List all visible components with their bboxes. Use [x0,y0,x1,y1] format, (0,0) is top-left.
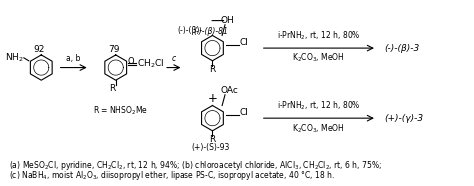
Text: NH$_2$: NH$_2$ [5,52,24,64]
Text: —: — [210,15,224,29]
Text: (+)-(S)-93: (+)-(S)-93 [191,143,230,153]
Text: K$_2$CO$_3$, MeOH: K$_2$CO$_3$, MeOH [292,52,345,65]
Text: c: c [172,54,176,63]
Text: (+)-(γ)-3: (+)-(γ)-3 [384,114,424,123]
Text: 79: 79 [108,45,119,54]
Text: OAc: OAc [220,86,238,95]
Text: OH: OH [220,16,234,25]
Text: (-)-(β)-3: (-)-(β)-3 [384,44,420,53]
Text: a, b: a, b [66,54,81,63]
Text: CH$_2$Cl: CH$_2$Cl [137,57,164,70]
Text: (c) NaBH$_4$, moist Al$_2$O$_3$, diisopropyl ether, lipase PS-C, isopropyl aceta: (c) NaBH$_4$, moist Al$_2$O$_3$, diisopr… [9,169,336,182]
Text: Cl: Cl [239,38,248,47]
Text: R: R [210,65,216,74]
Text: Cl: Cl [239,108,248,117]
Text: (a) MeSO$_2$Cl, pyridine, CH$_2$Cl$_2$, rt, 12 h, 94%; (b) chloroacetyl chloride: (a) MeSO$_2$Cl, pyridine, CH$_2$Cl$_2$, … [9,159,383,172]
Text: (-)-(β)-81: (-)-(β)-81 [193,27,228,36]
Text: (-)-(β)-: (-)-(β)- [178,26,203,35]
Text: O: O [128,57,134,66]
Text: +: + [208,92,218,105]
Text: R = NHSO$_2$Me: R = NHSO$_2$Me [93,105,148,117]
Text: R: R [109,84,115,93]
Text: R: R [210,135,216,144]
Text: 92: 92 [34,45,45,54]
Text: K$_2$CO$_3$, MeOH: K$_2$CO$_3$, MeOH [292,122,345,134]
Text: i-PrNH$_2$, rt, 12 h, 80%: i-PrNH$_2$, rt, 12 h, 80% [277,100,361,112]
Text: i-PrNH$_2$, rt, 12 h, 80%: i-PrNH$_2$, rt, 12 h, 80% [277,30,361,42]
